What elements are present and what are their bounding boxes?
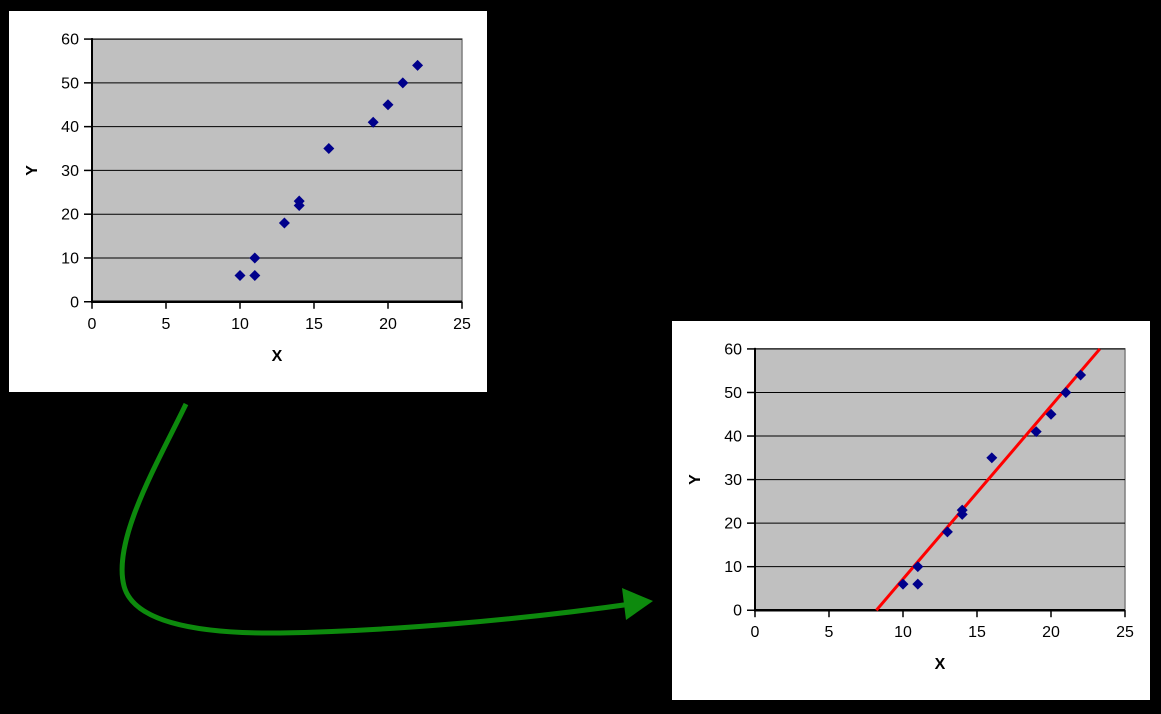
scatter-plot-with-trendline-svg: 0 10 20 30 40 50 60 0 5 10 15 20 25 X Y — [672, 321, 1150, 700]
y-tick-label: 50 — [724, 385, 742, 402]
x-tick-label: 20 — [1042, 624, 1060, 641]
x-tick-label: 5 — [825, 624, 834, 641]
data-point-diamond — [986, 452, 998, 464]
y-axis-label: Y — [687, 474, 704, 485]
data-point-diamond — [367, 116, 379, 128]
data-point-diamond — [897, 578, 909, 590]
data-point-diamond — [1045, 408, 1057, 420]
y-tick-label: 0 — [70, 293, 79, 311]
chart-with-fitted-line: 0 10 20 30 40 50 60 0 5 10 15 20 25 X Y — [672, 321, 1150, 700]
data-point-diamond — [278, 217, 290, 229]
y-tick-label: 30 — [724, 472, 742, 489]
y-tick-label: 10 — [61, 249, 79, 267]
x-tick-label: 10 — [231, 315, 249, 333]
data-point-diamond — [1075, 369, 1087, 381]
data-point-diamond — [412, 59, 424, 71]
data-point-diamond — [249, 252, 261, 264]
scatter-plot-svg: 0 10 20 30 40 50 60 0 5 10 15 20 25 X Y — [9, 11, 487, 392]
y-tick-label: 50 — [61, 74, 79, 92]
x-axis-label: X — [272, 347, 283, 365]
x-tick-label: 25 — [453, 315, 471, 333]
x-tick-label: 0 — [88, 315, 97, 333]
y-tick-label: 30 — [61, 162, 79, 180]
x-axis-label: X — [935, 656, 946, 673]
y-tick-label: 0 — [733, 603, 742, 620]
y-tick-label: 40 — [61, 118, 79, 136]
arrow-shaft — [119, 402, 639, 636]
data-point-diamond — [293, 195, 305, 207]
y-tick-label: 60 — [61, 31, 79, 49]
y-tick-label: 20 — [61, 206, 79, 224]
arrow-head-icon — [622, 588, 653, 620]
x-tick-label: 10 — [894, 624, 912, 641]
y-axis-label: Y — [23, 165, 41, 176]
x-tick-label: 15 — [305, 315, 323, 333]
data-point-diamond — [1060, 386, 1072, 398]
y-tick-label: 10 — [724, 559, 742, 576]
chart-original-scatter: 0 10 20 30 40 50 60 0 5 10 15 20 25 X Y — [9, 11, 487, 392]
data-point-diamond — [912, 578, 924, 590]
data-point-diamond — [941, 526, 953, 538]
data-point-diamond — [249, 269, 261, 282]
x-tick-label: 5 — [162, 315, 171, 333]
x-tick-label: 25 — [1116, 624, 1134, 641]
y-tick-label: 20 — [724, 516, 742, 533]
x-tick-label: 15 — [968, 624, 986, 641]
x-tick-label: 20 — [379, 315, 397, 333]
data-point-diamond — [1030, 426, 1042, 438]
x-tick-label: 0 — [751, 624, 760, 641]
y-tick-label: 40 — [724, 429, 742, 446]
data-point-diamond — [956, 504, 968, 516]
y-tick-label: 60 — [724, 341, 742, 358]
data-point-diamond — [234, 269, 246, 282]
